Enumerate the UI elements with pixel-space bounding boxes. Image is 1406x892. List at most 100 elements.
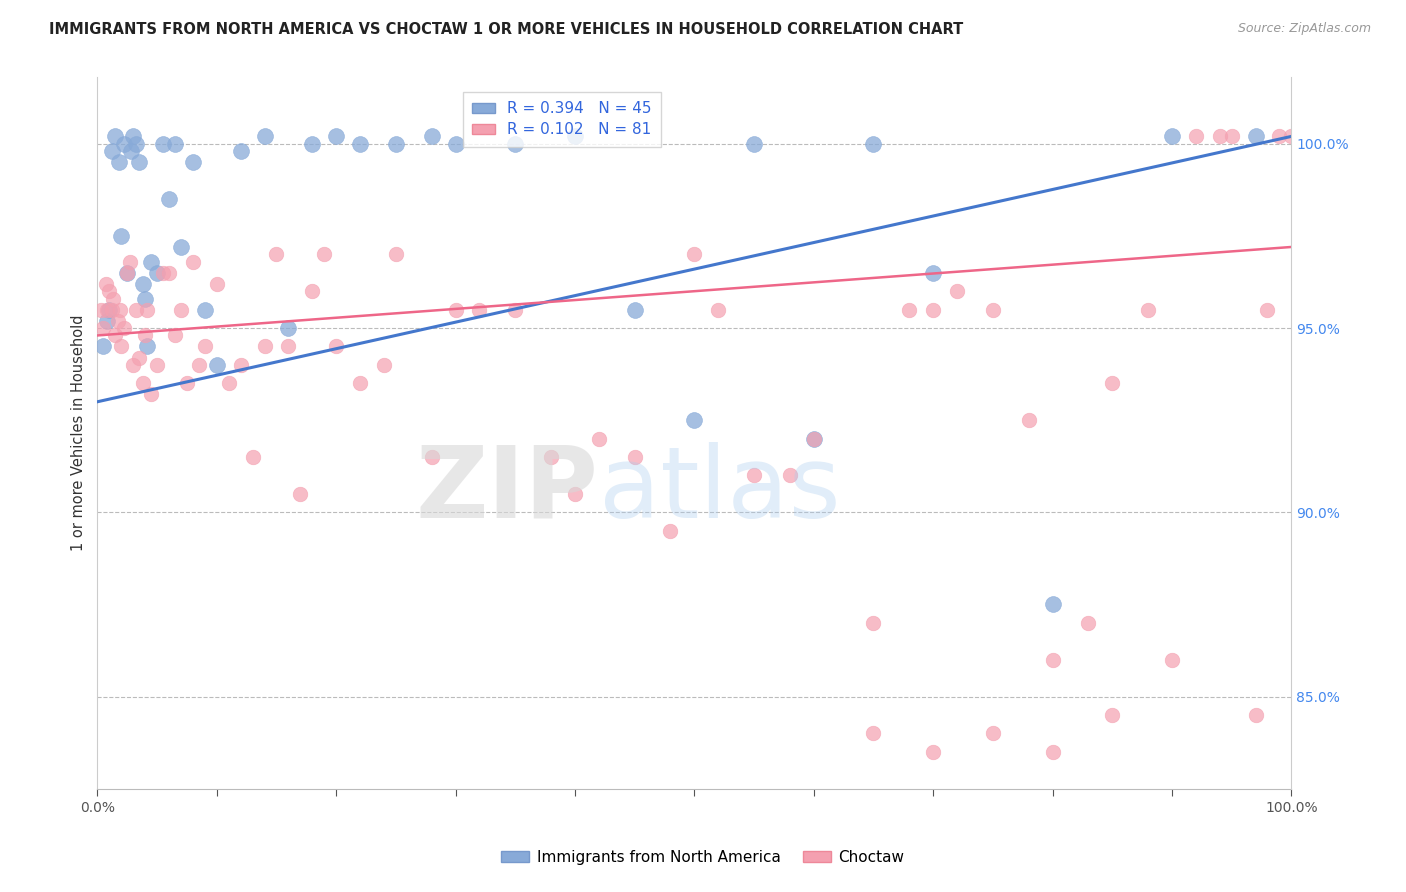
Point: [146, 266, 169, 280]
Point: [277, 321, 299, 335]
Point: [862, 726, 884, 740]
Point: [314, 247, 336, 261]
Point: [468, 302, 491, 317]
Point: [444, 136, 467, 151]
Point: [242, 450, 264, 464]
Point: [181, 254, 204, 268]
Point: [862, 136, 884, 151]
Point: [1279, 129, 1302, 144]
Legend: Immigrants from North America, Choctaw: Immigrants from North America, Choctaw: [495, 844, 911, 871]
Point: [420, 450, 443, 464]
Point: [100, 144, 122, 158]
Point: [104, 129, 127, 144]
Point: [385, 136, 408, 151]
Point: [108, 155, 131, 169]
Point: [124, 302, 146, 317]
Point: [1161, 653, 1184, 667]
Point: [290, 487, 312, 501]
Point: [373, 358, 395, 372]
Point: [742, 468, 765, 483]
Point: [1137, 302, 1160, 317]
Point: [707, 302, 730, 317]
Point: [1042, 598, 1064, 612]
Point: [779, 468, 801, 483]
Point: [118, 254, 141, 268]
Point: [100, 302, 122, 317]
Point: [503, 136, 526, 151]
Point: [564, 487, 586, 501]
Point: [128, 351, 150, 365]
Point: [325, 339, 347, 353]
Point: [1256, 302, 1278, 317]
Point: [1101, 708, 1123, 723]
Point: [194, 339, 217, 353]
Point: [194, 302, 217, 317]
Point: [187, 358, 209, 372]
Point: [922, 266, 945, 280]
Point: [124, 136, 146, 151]
Point: [922, 302, 945, 317]
Point: [803, 432, 825, 446]
Point: [1042, 653, 1064, 667]
Point: [564, 129, 586, 144]
Point: [1077, 615, 1099, 630]
Point: [277, 339, 299, 353]
Point: [152, 136, 174, 151]
Point: [981, 302, 1004, 317]
Point: [98, 302, 121, 317]
Point: [540, 450, 562, 464]
Point: [128, 155, 150, 169]
Point: [112, 321, 135, 335]
Point: [122, 129, 145, 144]
Point: [981, 726, 1004, 740]
Point: [134, 328, 156, 343]
Point: [301, 136, 323, 151]
Text: IMMIGRANTS FROM NORTH AMERICA VS CHOCTAW 1 OR MORE VEHICLES IN HOUSEHOLD CORRELA: IMMIGRANTS FROM NORTH AMERICA VS CHOCTAW…: [49, 22, 963, 37]
Point: [205, 277, 228, 291]
Point: [218, 376, 240, 391]
Point: [181, 155, 204, 169]
Point: [139, 254, 162, 268]
Text: ZIP: ZIP: [416, 442, 599, 539]
Point: [922, 745, 945, 759]
Point: [1244, 129, 1267, 144]
Point: [803, 432, 825, 446]
Point: [110, 228, 132, 243]
Point: [742, 136, 765, 151]
Point: [134, 292, 156, 306]
Point: [112, 136, 135, 151]
Point: [205, 358, 228, 372]
Point: [170, 302, 193, 317]
Point: [146, 358, 169, 372]
Text: atlas: atlas: [599, 442, 841, 539]
Point: [176, 376, 198, 391]
Point: [139, 387, 162, 401]
Point: [101, 292, 124, 306]
Point: [588, 432, 610, 446]
Point: [94, 277, 117, 291]
Point: [107, 314, 129, 328]
Point: [623, 450, 645, 464]
Point: [420, 129, 443, 144]
Y-axis label: 1 or more Vehicles in Household: 1 or more Vehicles in Household: [72, 315, 86, 551]
Point: [1042, 745, 1064, 759]
Point: [1244, 708, 1267, 723]
Point: [349, 376, 371, 391]
Point: [1161, 129, 1184, 144]
Point: [110, 339, 132, 353]
Point: [96, 302, 118, 317]
Point: [683, 413, 706, 427]
Point: [325, 129, 347, 144]
Point: [96, 314, 118, 328]
Point: [115, 266, 138, 280]
Point: [1018, 413, 1040, 427]
Point: [136, 339, 159, 353]
Point: [157, 192, 180, 206]
Point: [301, 284, 323, 298]
Point: [136, 302, 159, 317]
Point: [170, 240, 193, 254]
Text: Source: ZipAtlas.com: Source: ZipAtlas.com: [1237, 22, 1371, 36]
Point: [115, 266, 138, 280]
Point: [862, 615, 884, 630]
Point: [163, 136, 186, 151]
